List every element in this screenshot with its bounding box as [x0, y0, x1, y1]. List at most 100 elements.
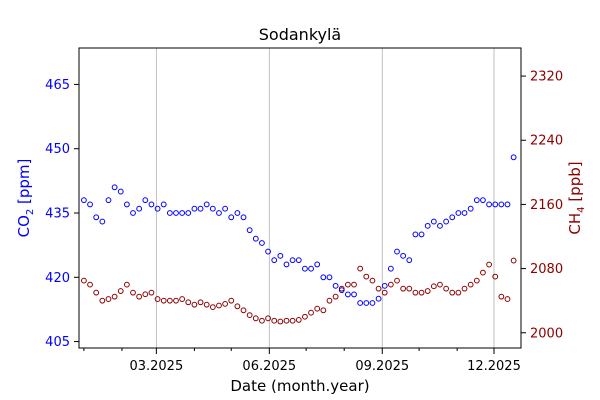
ch4-point [295, 317, 302, 323]
co2-point [259, 240, 265, 246]
ch4-point [455, 289, 462, 296]
ch4-point [148, 289, 155, 296]
ch4-point [203, 301, 210, 308]
chart-title: Sodankylä [259, 25, 341, 44]
ch4-point [387, 281, 394, 288]
ch4-point [418, 289, 425, 296]
co2-point [314, 261, 321, 268]
ch4-point [381, 289, 388, 296]
ch4-point [234, 303, 241, 310]
co2-point [216, 210, 222, 216]
ch4-point [160, 297, 167, 304]
ch4-point [375, 285, 382, 292]
co2-point [99, 218, 106, 225]
co2-point [185, 210, 192, 216]
ch4-point [332, 293, 339, 300]
y-axis-label-right-unit: [ppb] [566, 161, 584, 206]
ch4-point [99, 297, 106, 304]
co2-point [412, 231, 419, 238]
y-left-tick-label: 465 [45, 78, 70, 93]
co2-point [381, 282, 388, 289]
y-axis-label-right-main: CH [566, 213, 584, 235]
ch4-point [136, 293, 143, 300]
ch4-point [216, 302, 222, 309]
ch4-point [406, 285, 413, 292]
ch4-point [142, 291, 149, 298]
co2-point [179, 210, 186, 216]
co2-point [351, 291, 357, 298]
co2-point [492, 201, 499, 208]
y-axis-label-right: CH4 [ppb] [566, 161, 587, 234]
ch4-point [486, 261, 492, 268]
x-axis-label: Date (month.year) [230, 377, 369, 395]
co2-point [166, 210, 173, 216]
ch4-point [443, 285, 450, 292]
ch4-point [81, 277, 87, 284]
ch4-point [259, 317, 265, 324]
co2-point [271, 257, 278, 264]
co2-point [394, 248, 400, 255]
co2-point [87, 201, 93, 208]
co2-point [283, 261, 290, 268]
ch4-point [252, 315, 259, 322]
co2-point [302, 265, 308, 272]
ch4-point [166, 297, 173, 304]
ch4-point [87, 281, 93, 288]
ch4-point [154, 296, 161, 302]
ch4-point [93, 289, 100, 296]
ch4-point [320, 307, 327, 314]
co2-point [320, 274, 327, 281]
y-right-tick-label: 2000 [530, 326, 563, 341]
ch4-point [449, 289, 456, 296]
ch4-point [308, 309, 314, 316]
co2-point [289, 257, 296, 264]
y-left-tick-label: 435 [45, 207, 70, 222]
co2-point [191, 205, 198, 212]
co2-point [424, 222, 431, 229]
ch4-point [351, 281, 357, 288]
ch4-point [209, 304, 216, 310]
ch4-point [130, 289, 136, 296]
ch4-point [363, 273, 370, 280]
ch4-point [191, 301, 198, 308]
co2-point [344, 291, 351, 298]
co2-point [375, 295, 382, 302]
ch4-point [492, 273, 499, 280]
ch4-point [394, 277, 400, 284]
co2-point [105, 197, 112, 204]
co2-point [240, 214, 247, 221]
co2-point [363, 300, 370, 306]
grid-lines [155, 48, 495, 348]
y-right-tick-label: 2160 [530, 198, 563, 213]
ch4-point [480, 269, 486, 276]
co2-point [123, 201, 130, 208]
co2-point [437, 222, 443, 229]
y-axis-label-left-subscript: 2 [25, 209, 36, 215]
co2-point [203, 201, 210, 208]
co2-point [473, 197, 480, 204]
ch4-point [179, 296, 186, 302]
co2-point [209, 205, 216, 212]
co2-point [480, 197, 486, 204]
co2-point [357, 300, 364, 306]
ch4-point [222, 300, 229, 307]
ch4-point [240, 307, 247, 314]
ch4-point [357, 265, 364, 272]
ch4-point [117, 288, 124, 294]
ch4-point [467, 281, 474, 288]
axes: 03.2025 06.2025 09.2025 12.2025 405 420 435 450… [45, 70, 563, 374]
ch4-point [424, 288, 431, 294]
ch4-point [498, 293, 505, 300]
co2-point [332, 282, 339, 289]
co2-point [430, 218, 437, 225]
co2-point [486, 201, 492, 208]
co2-point [461, 210, 468, 216]
y-left-tick-label: 450 [45, 142, 70, 157]
co2-point [136, 205, 143, 212]
co2-point [369, 300, 376, 306]
co2-point [295, 257, 302, 264]
co2-point [443, 218, 450, 225]
co2-point [197, 205, 204, 212]
y-axis-label-left: CO2 [ppm] [15, 159, 36, 238]
co2-point [111, 184, 118, 191]
